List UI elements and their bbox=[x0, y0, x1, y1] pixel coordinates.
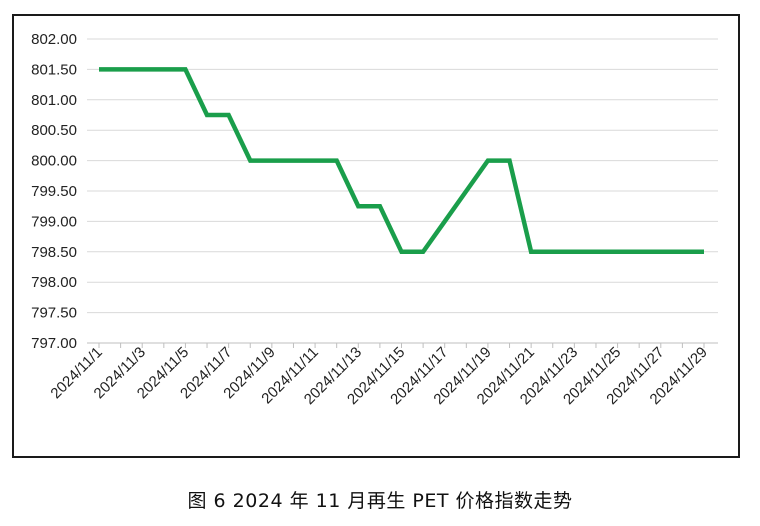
y-tick-label: 799.00 bbox=[31, 213, 77, 230]
y-tick-label: 802.00 bbox=[31, 31, 77, 48]
line-chart: 797.00 797.50 798.00 798.50 799.00 799.50 800.… bbox=[31, 31, 718, 408]
y-tick-label: 800.50 bbox=[31, 122, 77, 139]
series-line bbox=[99, 67, 704, 255]
y-tick-label: 801.00 bbox=[31, 92, 77, 109]
y-tick-label: 801.50 bbox=[31, 61, 77, 78]
y-tick-label: 798.50 bbox=[31, 244, 77, 261]
y-tick-label: 797.50 bbox=[31, 305, 77, 322]
y-tick-label: 798.00 bbox=[31, 274, 77, 291]
y-tick-label: 800.00 bbox=[31, 153, 77, 170]
y-tick-label: 797.00 bbox=[31, 335, 77, 352]
y-tick-label: 799.50 bbox=[31, 183, 77, 200]
figure-caption: 图 6 2024 年 11 月再生 PET 价格指数走势 bbox=[187, 490, 573, 512]
chart-frame: 797.00 797.50 798.00 798.50 799.00 799.50 800.… bbox=[12, 14, 740, 458]
